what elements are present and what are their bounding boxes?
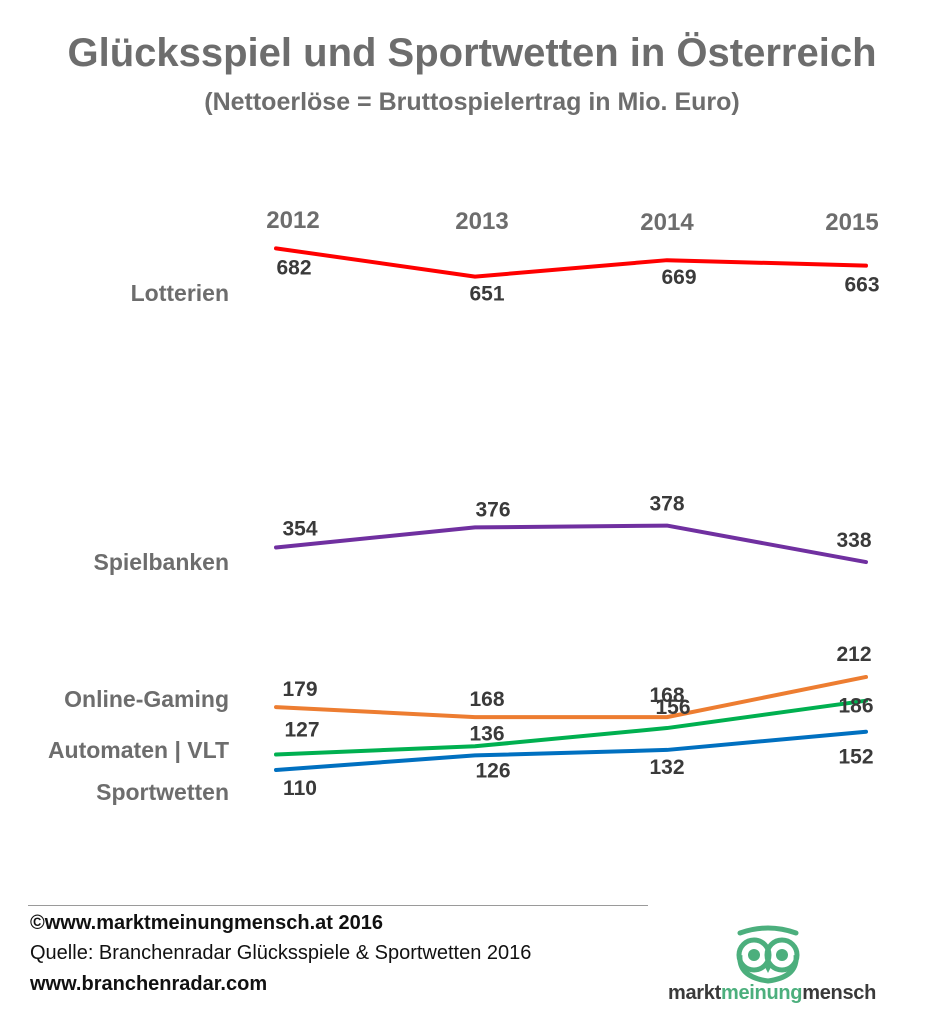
x-tick-label-2012: 2012: [266, 207, 319, 234]
data-label-lotterien-2012: 682: [276, 256, 311, 279]
series-line-lotterien: [274, 246, 868, 279]
data-label-lotterien-2015: 663: [844, 274, 879, 297]
data-label-lotterien-2014: 669: [661, 266, 696, 289]
logo-part-mensch: mensch: [802, 982, 877, 1004]
data-label-sportwetten-2012: 110: [283, 777, 317, 800]
logo-wordmark: marktmeinungmensch: [668, 982, 876, 1005]
legend-sportwetten: Sportwetten: [96, 779, 229, 805]
data-label-online-gaming-2013: 168: [469, 688, 504, 711]
logo-part-meinung: meinung: [720, 982, 803, 1004]
footer-source: Quelle: Branchenradar Glücksspiele & Spo…: [30, 942, 532, 964]
legend-spielbanken: Spielbanken: [94, 549, 229, 575]
chart-subtitle: (Nettoerlöse = Bruttospielertrag in Mio.…: [204, 88, 740, 116]
data-label-lotterien-2013: 651: [469, 283, 504, 306]
data-label-spielbanken-2013: 376: [475, 498, 510, 521]
footer-divider: [28, 905, 648, 906]
data-label-spielbanken-2014: 378: [649, 493, 684, 516]
data-label-online-gaming-2012: 179: [282, 678, 317, 701]
owl-logo-icon: [736, 925, 800, 984]
legend-online-gaming: Online-Gaming: [64, 686, 229, 712]
data-label-automaten-vlt-2015: 186: [838, 695, 873, 718]
chart-title: Glücksspiel und Sportwetten in Österreic…: [67, 31, 877, 75]
data-label-automaten-vlt-2014: 156: [655, 696, 690, 719]
series-line-online-gaming: [274, 674, 868, 720]
data-label-automaten-vlt-2012: 127: [284, 718, 319, 741]
series-line-spielbanken: [274, 523, 868, 565]
footer-copyright: ©www.marktmeinungmensch.at 2016: [30, 912, 383, 934]
legend-lotterien: Lotterien: [131, 280, 229, 306]
legend-automaten-vlt: Automaten | VLT: [48, 737, 229, 763]
data-label-online-gaming-2014: 168: [649, 684, 684, 707]
series-line-sportwetten: [274, 729, 868, 772]
x-tick-label-2014: 2014: [640, 209, 694, 236]
data-label-sportwetten-2014: 132: [649, 756, 684, 779]
line-chart: 2012 2013 2014 2015 Lotterien 682 651 669 663 Spi…: [48, 207, 880, 805]
x-tick-label-2013: 2013: [455, 208, 508, 235]
data-label-sportwetten-2013: 126: [475, 759, 510, 782]
data-label-automaten-vlt-2013: 136: [469, 722, 504, 745]
logo-part-markt: markt: [668, 982, 721, 1004]
data-label-spielbanken-2015: 338: [836, 529, 871, 552]
data-label-online-gaming-2015: 212: [836, 643, 871, 666]
data-label-spielbanken-2012: 354: [282, 517, 317, 540]
footer-website: www.branchenradar.com: [30, 973, 268, 995]
x-tick-label-2015: 2015: [825, 209, 878, 236]
series-line-automaten-vlt: [274, 698, 868, 757]
data-label-sportwetten-2015: 152: [838, 746, 873, 769]
